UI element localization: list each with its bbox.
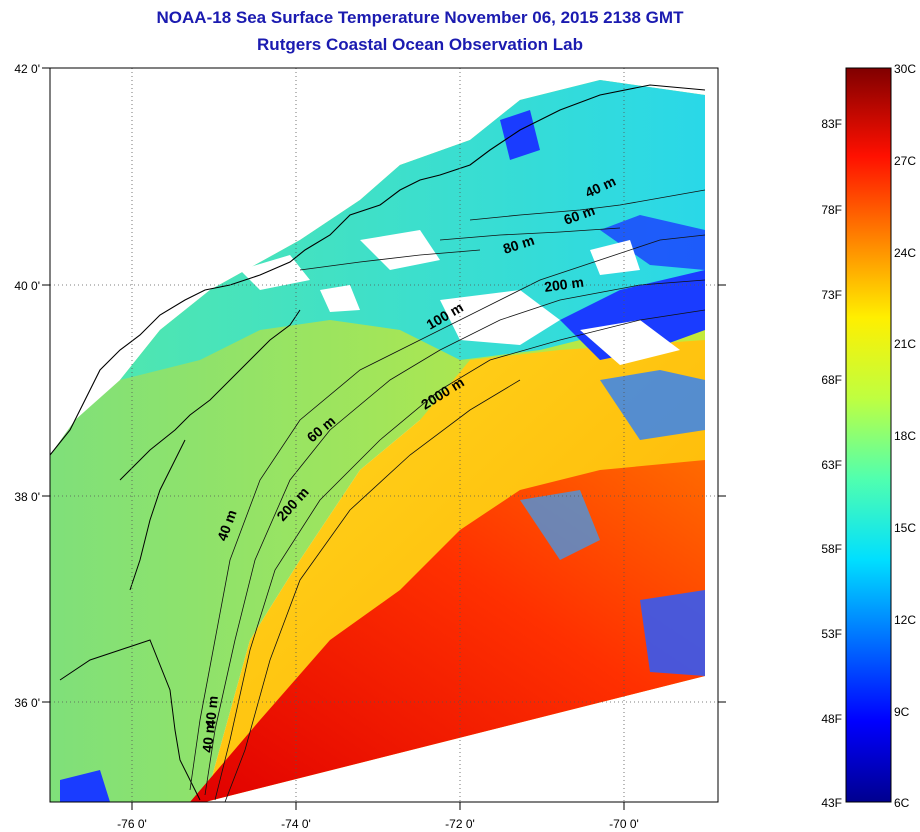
cloud-patches: [240, 230, 680, 365]
colorbar-c-label: 6C: [894, 796, 910, 810]
map-title: NOAA-18 Sea Surface Temperature November…: [156, 8, 684, 27]
colorbar-c-label: 24C: [894, 246, 916, 260]
colorbar: [845, 67, 892, 803]
axis-ticks: [42, 67, 726, 810]
lon-label: -76 0': [117, 817, 147, 831]
colorbar-f-label: 63F: [821, 458, 842, 472]
lat-label: 40 0': [14, 279, 40, 293]
colorbar-c-label: 27C: [894, 154, 916, 168]
colorbar-c-label: 18C: [894, 429, 916, 443]
colorbar-c-label: 15C: [894, 521, 916, 535]
delmarva-coast: [129, 439, 186, 591]
delaware-coast: [119, 309, 301, 481]
colorbar-f-label: 58F: [821, 542, 842, 556]
northern-water: [120, 80, 705, 380]
map-subtitle: Rutgers Coastal Ocean Observation Lab: [257, 35, 583, 54]
colorbar-f-label: 68F: [821, 373, 842, 387]
lat-label: 36 0': [14, 696, 40, 710]
lon-label: -74 0': [281, 817, 311, 831]
colorbar-f-label: 73F: [821, 288, 842, 302]
lat-label: 38 0': [14, 490, 40, 504]
depth-label: 40 m: [202, 695, 221, 728]
isobaths: [189, 189, 706, 802]
colorbar-f-label: 53F: [821, 627, 842, 641]
lon-label: -72 0': [445, 817, 475, 831]
colorbar-f-label: 48F: [821, 712, 842, 726]
colorbar-f-label: 83F: [821, 117, 842, 131]
colorbar-c-label: 21C: [894, 337, 916, 351]
colorbar-c-label: 12C: [894, 613, 916, 627]
graticule: [50, 68, 718, 802]
depth-label: 200 m: [543, 274, 585, 295]
lon-label: -70 0': [609, 817, 639, 831]
depth-label: 40 m: [199, 720, 218, 753]
colorbar-c-label: 9C: [894, 705, 910, 719]
coastline: [50, 84, 706, 456]
colorbar-f-label: 78F: [821, 203, 842, 217]
lat-label: 42 0': [14, 62, 40, 76]
map-frame: [49, 67, 719, 803]
carolina-coast: [59, 639, 201, 801]
colorbar-c-label: 30C: [894, 62, 916, 76]
colorbar-f-label: 43F: [821, 796, 842, 810]
